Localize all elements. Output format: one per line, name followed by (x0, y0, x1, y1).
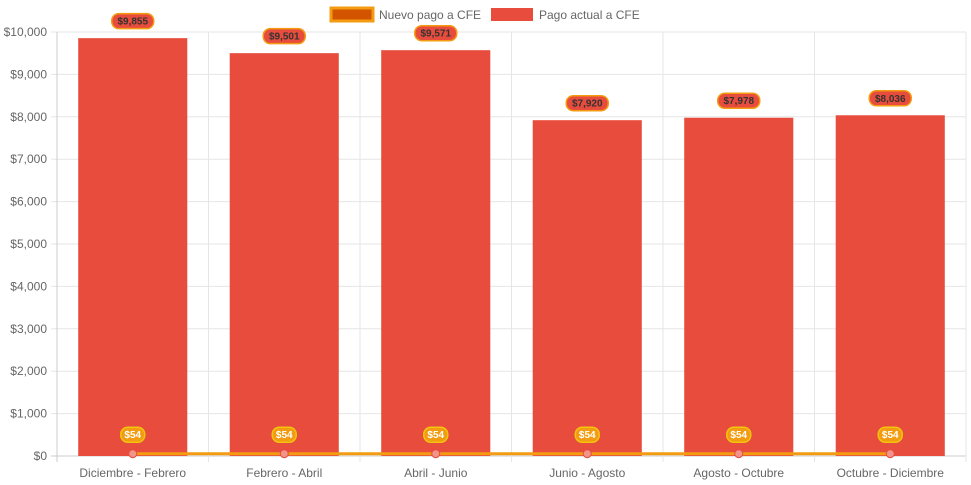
line-data-label-text: $54 (124, 430, 141, 441)
bar (532, 120, 642, 456)
bar-data-label: $9,501 (262, 27, 306, 45)
bar (78, 38, 188, 456)
x-tick-label: Febrero - Abril (246, 466, 322, 480)
bar-series (78, 38, 945, 457)
line-data-label-text: $54 (882, 430, 899, 441)
line-point (431, 449, 441, 459)
y-tick-label: $9,000 (10, 67, 47, 81)
bar-data-label-text: $8,036 (875, 94, 906, 105)
bar-data-label-text: $7,920 (572, 99, 603, 110)
grid-lines (51, 31, 967, 462)
line-data-label-text: $54 (427, 430, 444, 441)
line-data-label-bg (726, 426, 752, 443)
y-tick-label: $0 (34, 449, 48, 463)
line-data-label-bg (574, 426, 600, 443)
y-tick-label: $6,000 (10, 195, 47, 209)
bar-data-label-bg (868, 90, 912, 107)
line-data-label-bg (877, 426, 903, 443)
legend-swatch-pago-actual (491, 8, 533, 21)
line-data-label: $54 (574, 426, 600, 443)
bar-data-label-text: $9,501 (269, 32, 300, 43)
x-tick-label: Octubre - Diciembre (837, 466, 945, 480)
y-tick-label: $8,000 (10, 110, 47, 124)
bar-data-label-text: $9,855 (117, 17, 148, 28)
line-point (128, 449, 138, 459)
y-tick-label: $10,000 (4, 25, 48, 39)
bar-data-label-bg (717, 92, 761, 109)
line-data-label-text: $54 (276, 430, 293, 441)
legend-swatch-nuevo-pago (329, 6, 375, 23)
bar (835, 115, 945, 457)
x-tick-label: Junio - Agosto (549, 466, 625, 480)
bar-data-label-bg (111, 12, 155, 30)
line-point (885, 449, 895, 459)
y-tick-label: $4,000 (10, 279, 47, 293)
bar-data-label-bg (565, 94, 609, 112)
y-tick-label: $1,000 (10, 407, 47, 421)
x-tick-label: Abril - Junio (404, 466, 468, 480)
bar-data-label-bg (414, 24, 458, 42)
bar-data-label-text: $9,571 (420, 29, 451, 40)
y-tick-label: $5,000 (10, 237, 47, 251)
line-data-label: $54 (726, 426, 752, 443)
legend[interactable]: Nuevo pago a CFE Pago actual a CFE (329, 6, 640, 23)
bar-data-label: $7,978 (717, 92, 761, 109)
x-axis: Diciembre - Febrero Febrero - Abril Abril … (79, 466, 944, 480)
line-data-label: $54 (271, 426, 297, 443)
line-point (279, 449, 289, 459)
bar (381, 50, 491, 456)
y-tick-label: $3,000 (10, 322, 47, 336)
y-axis: $0 $1,000 $2,000 $3,000 $4,000 $5,000 $6,000 $7… (4, 25, 48, 463)
bar (229, 53, 339, 457)
bar-data-label: $9,571 (414, 24, 458, 42)
legend-label-nuevo-pago[interactable]: Nuevo pago a CFE (379, 8, 481, 22)
line-series (128, 449, 895, 459)
legend-label-pago-actual[interactable]: Pago actual a CFE (539, 8, 640, 22)
line-data-label-text: $54 (730, 430, 747, 441)
line-data-label: $54 (423, 426, 449, 443)
bar-data-label: $9,855 (111, 12, 155, 30)
line-data-label-text: $54 (579, 430, 596, 441)
data-labels: $9,855 $9,501 $9,571 $7,920 $7,978 $8,036 $54 $… (111, 12, 912, 443)
line-point (734, 449, 744, 459)
bar-data-label-text: $7,978 (723, 96, 754, 107)
line-point (582, 449, 592, 459)
line-data-label-bg (120, 426, 146, 443)
x-tick-label: Diciembre - Febrero (79, 466, 186, 480)
bar-data-label: $8,036 (868, 90, 912, 107)
line-data-label-bg (423, 426, 449, 443)
bar-data-label: $7,920 (565, 94, 609, 112)
line-data-label: $54 (120, 426, 146, 443)
y-tick-label: $7,000 (10, 152, 47, 166)
line-data-label: $54 (877, 426, 903, 443)
x-tick-label: Agosto - Octubre (693, 466, 784, 480)
line-data-label-bg (271, 426, 297, 443)
y-tick-label: $2,000 (10, 364, 47, 378)
bar-data-label-bg (262, 27, 306, 45)
bar (684, 117, 794, 457)
